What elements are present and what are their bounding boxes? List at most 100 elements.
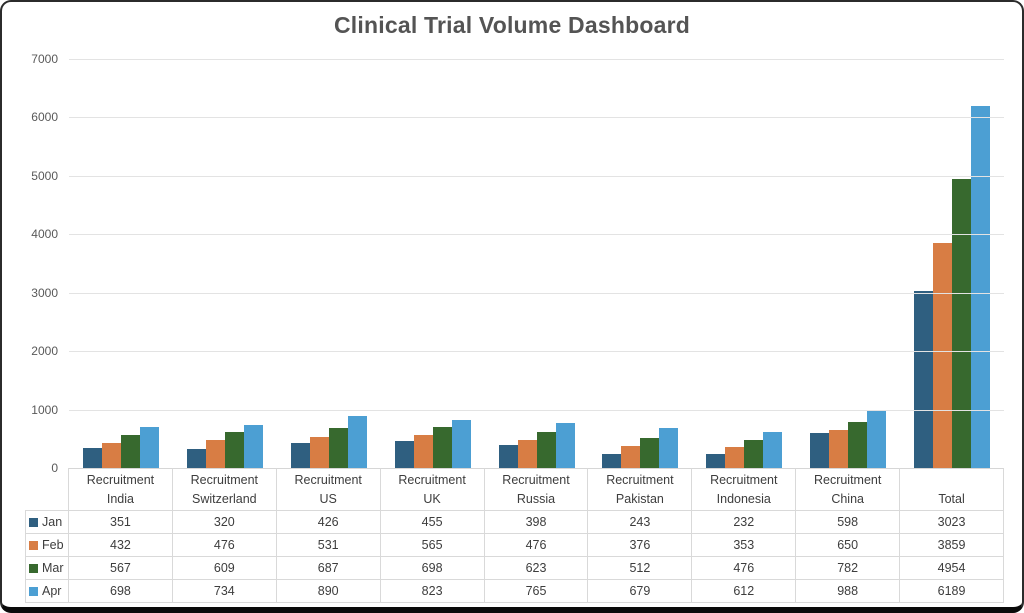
bar-groups [69,59,1004,468]
column-header-line2: UK [423,491,441,506]
column-header-line2: India [106,491,134,506]
bar-apr-recruitment-russia [555,423,575,468]
bar-apr-recruitment-switzerland [243,425,263,468]
value-mar-recruitment-uk: 698 [380,557,485,580]
column-header-line2: Russia [516,491,556,506]
bar-mar-recruitment-india [120,434,140,468]
bar-mar-recruitment-russia [536,431,556,468]
value-mar-recruitment-us: 687 [276,557,381,580]
gridline-3000 [69,292,1004,294]
value-mar-recruitment-india: 567 [69,557,173,580]
column-header-line1: Recruitment [606,472,674,487]
column-header-line1: Recruitment [813,472,882,487]
bar-group-recruitment-us [277,59,381,468]
bar-apr-recruitment-indonesia [763,432,783,468]
value-feb-total: 3859 [900,534,1004,557]
value-jan-recruitment-pakistan: 243 [588,511,693,534]
value-jan-recruitment-us: 426 [276,511,381,534]
value-mar-total: 4954 [900,557,1004,580]
legend-key-feb: Feb [25,534,69,557]
bar-feb-recruitment-russia [517,440,537,468]
column-header-line1: Recruitment [86,472,155,487]
bar-jan-total [914,291,934,468]
value-feb-recruitment-india: 432 [69,534,173,557]
bar-apr-recruitment-us [347,416,367,468]
column-header-line1: Recruitment [502,472,570,487]
y-tick-label-2000: 2000 [31,344,58,359]
bar-mar-recruitment-china [848,422,868,468]
legend-key-mar: Mar [25,557,69,580]
y-axis: 7000 6000 5000 4000 3000 2000 1000 0 [2,53,58,474]
value-feb-recruitment-pakistan: 376 [588,534,693,557]
value-mar-recruitment-indonesia: 476 [692,557,797,580]
gridline-1000 [69,409,1004,411]
column-header-line2: Indonesia [716,491,771,506]
value-jan-recruitment-indonesia: 232 [692,511,797,534]
value-feb-recruitment-russia: 476 [484,534,589,557]
bar-jan-recruitment-uk [394,441,414,468]
value-feb-recruitment-switzerland: 476 [172,534,277,557]
gridline-7000 [69,59,1004,60]
legend-swatch-jan-icon [29,517,38,527]
column-header-line1: Recruitment [398,472,466,487]
column-header-line2: China [831,491,864,506]
y-tick-label-3000: 3000 [31,285,58,300]
value-mar-recruitment-pakistan: 512 [588,557,693,580]
column-header-recruitment-india: Recruitment India [69,468,173,511]
bar-feb-recruitment-uk [413,435,433,468]
column-header-line1: Recruitment [294,472,362,487]
bar-apr-recruitment-pakistan [659,428,679,468]
bar-group-recruitment-pakistan [588,59,692,468]
bar-group-total [900,59,1004,468]
value-mar-recruitment-china: 782 [796,557,901,580]
plot-area [69,59,1004,468]
column-header-line2: US [319,491,337,506]
value-feb-recruitment-china: 650 [796,534,901,557]
legend-swatch-apr-icon [29,586,38,596]
value-jan-recruitment-india: 351 [69,511,173,534]
bar-jan-recruitment-pakistan [602,453,622,468]
column-header-line2: Switzerland [192,491,257,506]
column-header-line1: Recruitment [710,472,778,487]
bar-group-recruitment-russia [485,59,589,468]
value-apr-recruitment-russia: 765 [484,580,589,603]
legend-key-jan: Jan [25,511,69,534]
value-apr-recruitment-pakistan: 679 [588,580,693,603]
value-apr-recruitment-india: 698 [69,580,173,603]
gridline-6000 [69,117,1004,119]
bar-feb-recruitment-india [101,442,121,468]
value-feb-recruitment-us: 531 [276,534,381,557]
bar-mar-recruitment-switzerland [224,432,244,468]
bar-feb-recruitment-indonesia [725,447,745,468]
table-header-spacer [25,468,69,511]
bar-mar-recruitment-uk [432,427,452,468]
bar-group-recruitment-uk [381,59,485,468]
column-header-recruitment-russia: Recruitment Russia [484,468,589,511]
column-header-line2: Pakistan [615,491,664,506]
bar-group-recruitment-switzerland [173,59,277,468]
bar-mar-recruitment-pakistan [640,438,660,468]
value-jan-recruitment-uk: 455 [380,511,485,534]
column-header-recruitment-china: Recruitment China [796,468,901,511]
column-header-line2: Total [938,491,965,506]
value-apr-recruitment-uk: 823 [380,580,485,603]
value-apr-recruitment-us: 890 [276,580,381,603]
y-tick-label-6000: 6000 [31,110,58,125]
y-tick-label-7000: 7000 [31,52,58,66]
value-jan-recruitment-switzerland: 320 [172,511,277,534]
bar-jan-recruitment-switzerland [186,449,206,468]
legend-key-apr: Apr [25,580,69,603]
bar-jan-recruitment-india [82,447,102,468]
bar-apr-recruitment-china [867,410,887,468]
column-header-recruitment-switzerland: Recruitment Switzerland [172,468,277,511]
value-mar-recruitment-russia: 623 [484,557,589,580]
gridline-4000 [69,234,1004,236]
bar-apr-total [971,106,991,468]
value-feb-recruitment-indonesia: 353 [692,534,797,557]
y-tick-label-1000: 1000 [31,402,58,417]
bar-mar-recruitment-indonesia [744,440,764,468]
bar-feb-recruitment-us [309,436,329,468]
column-header-total: Total [900,468,1004,511]
bar-feb-total [933,242,953,468]
